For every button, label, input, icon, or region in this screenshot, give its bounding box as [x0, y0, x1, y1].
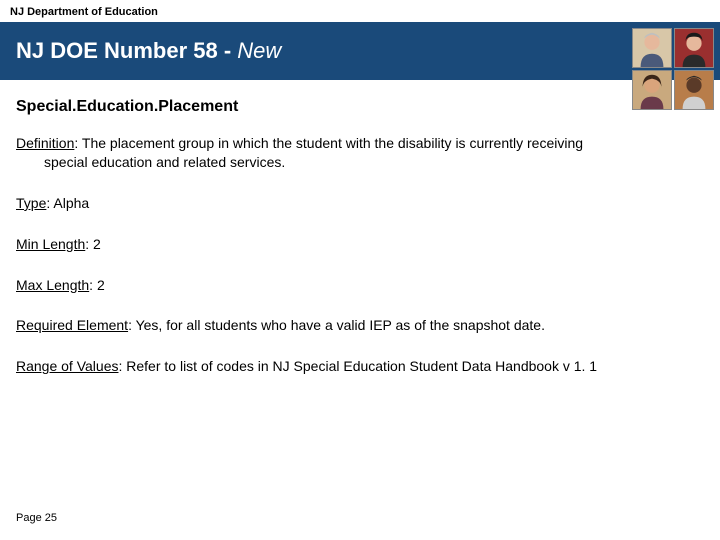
type-row: Type: Alpha — [16, 194, 704, 213]
definition-value-line2: special education and related services. — [16, 153, 704, 172]
title-suffix: New — [237, 38, 281, 63]
range-label: Range of Values — [16, 358, 118, 374]
definition-label: Definition — [16, 135, 74, 151]
required-value: : Yes, for all students who have a valid… — [128, 317, 545, 333]
avatar-grid — [632, 28, 714, 110]
min-length-value: : 2 — [85, 236, 101, 252]
required-label: Required Element — [16, 317, 128, 333]
min-length-row: Min Length: 2 — [16, 235, 704, 254]
avatar — [632, 28, 672, 68]
type-value: : Alpha — [46, 195, 89, 211]
field-name: Special.Education.Placement — [16, 98, 704, 116]
definition-value-line1: : The placement group in which the stude… — [74, 135, 583, 151]
page-number: Page 25 — [16, 512, 57, 524]
required-row: Required Element: Yes, for all students … — [16, 316, 704, 335]
avatar — [674, 70, 714, 110]
department-label: NJ Department of Education — [0, 0, 720, 22]
max-length-label: Max Length — [16, 277, 89, 293]
avatar — [674, 28, 714, 68]
definition-row: Definition: The placement group in which… — [16, 134, 704, 172]
content-area: Special.Education.Placement Definition: … — [0, 80, 720, 376]
min-length-label: Min Length — [16, 236, 85, 252]
range-value: : Refer to list of codes in NJ Special E… — [118, 358, 597, 374]
page-title: NJ DOE Number 58 - New — [16, 38, 281, 64]
max-length-row: Max Length: 2 — [16, 276, 704, 295]
title-prefix: NJ DOE Number 58 - — [16, 38, 237, 63]
avatar — [632, 70, 672, 110]
range-row: Range of Values: Refer to list of codes … — [16, 357, 704, 376]
type-label: Type — [16, 195, 46, 211]
title-banner: NJ DOE Number 58 - New — [0, 22, 720, 80]
max-length-value: : 2 — [89, 277, 105, 293]
